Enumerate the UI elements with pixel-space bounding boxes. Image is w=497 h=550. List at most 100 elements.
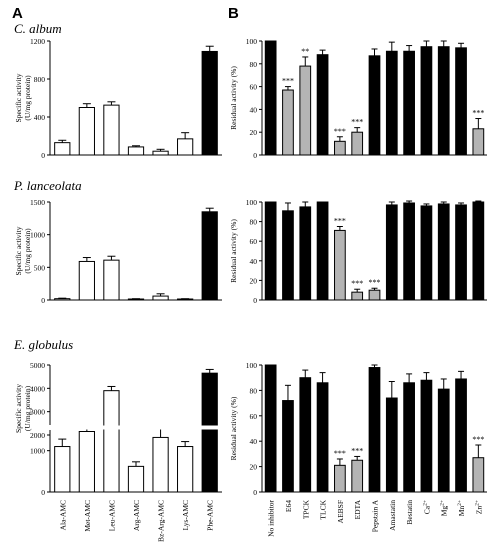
panel-b-c-album-significance-2: ** [301,47,309,56]
panel-a-p-lanceolata-bar-0 [54,298,71,301]
panel-a-e-globulus-ylabel-units: (U/mg protein) [23,385,32,431]
panel-b-p-lanceolata-y-tick-label: 100 [246,198,258,207]
panel-b-e-globulus-bar-5 [351,459,364,493]
panel-b-e-globulus-bar-6 [368,367,381,493]
panel-b-c-album-bar-1 [282,89,294,156]
panel-a-p-lanceolata-y-tick-label: 1500 [30,198,45,207]
panel-b-p-lanceolata-bar-2 [299,206,312,301]
panel-b-p-lanceolata-y-tick-label: 80 [250,218,258,227]
panel-a-p-lanceolata-y-tick-label: 500 [34,263,46,272]
panel-b-e-globulus-bar-0 [264,364,277,493]
panel-a-c-album-bar-2 [103,104,120,156]
panel-b-xtick-label-6: Pepstain A [371,499,380,532]
panel-a-e-globulus-bar-6 [201,372,218,493]
panel-b-e-globulus-bar-9 [420,379,433,493]
panel-a-e-globulus-y-upper-tick-label: 4000 [30,384,45,393]
panel-b-xtick-label-11: Mn2+ [457,500,466,516]
panel-label-a: A [12,5,23,22]
panel-b-e-globulus-significance-12: *** [472,435,484,444]
panel-b-p-lanceolata-bar-11 [455,204,467,301]
panel-b-e-globulus-y-tick-label: 20 [250,463,258,472]
panel-a-p-lanceolata-bar-1 [78,260,95,301]
panel-b-p-lanceolata-bar-0 [264,201,277,301]
row-title-c-album: C. album [14,21,62,36]
panel-b-p-lanceolata-y-tick-label: 0 [253,296,257,305]
panel-a-e-globulus-bar-4 [152,436,169,493]
panel-b-e-globulus-ylabel: Residual activity (%) [229,396,238,460]
panel-a-e-globulus-bar-1 [78,431,95,493]
panel-b-e-globulus-bar-12 [472,457,485,493]
panel-a-e-globulus-axis-break [46,425,224,430]
panel-b-c-album-y-tick-label: 80 [250,60,258,69]
panel-b-c-album-bar-8 [403,50,415,156]
panel-b-p-lanceolata-bar-1 [282,210,294,301]
panel-b-e-globulus-bar-1 [282,400,294,493]
panel-a-xtick-label-2: Leu-AMC [107,500,116,531]
panel-a-p-lanceolata-y-tick-label: 1000 [30,231,45,240]
panel-b-p-lanceolata-significance-5: *** [351,279,363,288]
panel-b-p-lanceolata-bar-3 [316,201,329,301]
panel-b-p-lanceolata-bar-8 [403,202,415,301]
panel-b-c-album-y-tick-label: 20 [250,128,258,137]
panel-b-c-album-y-tick-label: 0 [253,151,257,160]
panel-a-p-lanceolata-ylabel: Specific activity [14,226,23,275]
panel-a-p-lanceolata-bar-4 [152,295,169,301]
panel-a-p-lanceolata-bar-6 [201,211,218,301]
panel-b-e-globulus-y-tick-label: 60 [250,412,258,421]
panel-b-p-lanceolata-y-tick-label: 60 [250,237,258,246]
panel-b-e-globulus-y-tick-label: 40 [250,437,258,446]
panel-b-e-globulus-bar-8 [403,382,415,493]
panel-a-c-album-bar-6 [201,50,218,156]
panel-b-c-album-bar-3 [316,54,329,156]
panel-a-c-album-bar-5 [177,138,194,156]
panel-b-c-album-bar-9 [420,46,433,156]
panel-b-xtick-label-3: TLCK [319,499,328,519]
panel-b-c-album-bar-4 [334,140,346,156]
panel-b-p-lanceolata-bar-6 [368,289,381,301]
panel-a-c-album-ylabel-units: (U/mg protein) [23,75,32,121]
panel-a-p-lanceolata-bar-2 [103,259,120,301]
panel-a-p-lanceolata-ylabel-units: (U/mg protein) [23,228,32,274]
panel-a-c-album-bar-1 [78,107,95,156]
panel-b-c-album-significance-12: *** [472,109,484,118]
panel-b-xtick-label-1: E64 [284,500,293,512]
panel-b-c-album-bar-6 [368,55,381,156]
panel-b-e-globulus-y-tick-label: 80 [250,386,258,395]
panel-a-e-globulus-bar-3 [127,465,145,493]
panel-b-c-album-significance-1: *** [282,77,294,86]
panel-b-p-lanceolata-significance-4: *** [334,217,346,226]
panel-b-p-lanceolata-bar-4 [334,229,346,301]
panel-a-xtick-label-4: Bz-Arg-AMC [157,500,166,542]
panel-b-e-globulus-bar-3 [316,382,329,493]
panel-a-c-album-y-tick-label: 800 [34,75,46,84]
panel-b-p-lanceolata-bar-9 [420,205,433,301]
panel-a-xtick-label-0: Ala-AMC [58,500,67,530]
panel-b-p-lanceolata-ylabel: Residual activity (%) [229,219,238,283]
panel-a-e-globulus-y-upper-tick-label: 2000 [30,431,45,440]
panel-b-e-globulus-significance-5: *** [351,446,363,455]
panel-b-xtick-label-0: No inhibitor [267,499,276,536]
panel-a-e-globulus-ylabel: Specific activity [14,384,23,433]
panel-a-c-album-y-tick-label: 0 [41,151,45,160]
panel-b-c-album-y-tick-label: 40 [250,105,258,114]
panel-b-c-album-bar-11 [455,47,467,156]
panel-a-e-globulus-bar-0 [54,446,71,493]
panel-b-e-globulus-significance-4: *** [334,449,346,458]
panel-b-e-globulus-bar-4 [334,464,346,493]
panel-b-c-album-bar-12 [472,128,485,156]
panel-a-e-globulus-y-upper-tick-label: 5000 [30,361,45,370]
panel-a-xtick-label-1: Met-AMC [83,500,92,532]
panel-a-e-globulus-bar-5 [177,446,194,493]
panel-b-e-globulus-bar-11 [455,378,467,493]
panel-b-c-album-bar-2 [299,65,312,156]
panel-b-p-lanceolata-significance-6: *** [369,278,381,287]
panel-b-e-globulus-y-tick-label: 0 [253,488,257,497]
panel-a-c-album-bar-4 [152,150,169,156]
panel-b-p-lanceolata-bar-7 [385,204,398,301]
panel-a-xtick-label-6: Phe-AMC [206,500,215,531]
panel-b-c-album-significance-4: *** [334,127,346,136]
panel-b-e-globulus-bar-2 [299,377,312,493]
panel-b-e-globulus-y-tick-label: 100 [246,361,258,370]
panel-b-xtick-label-4: AEBSF [336,500,345,523]
panel-b-c-album-y-tick-label: 60 [250,83,258,92]
